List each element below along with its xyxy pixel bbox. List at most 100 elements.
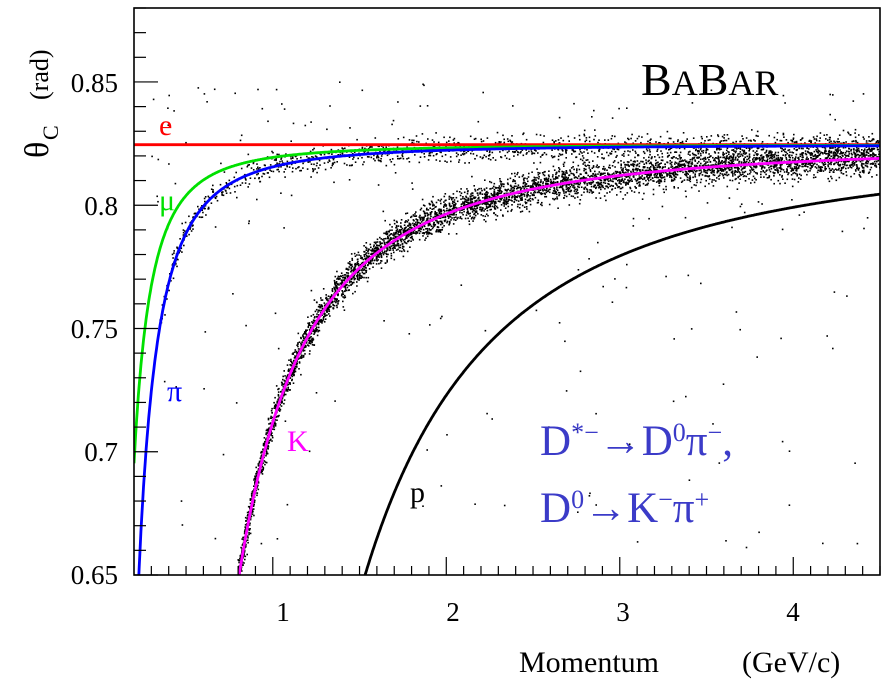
scatter-point [654, 176, 656, 178]
scatter-point [656, 173, 659, 175]
scatter-point [562, 180, 564, 183]
scatter-point [509, 184, 512, 187]
scatter-point [584, 172, 587, 174]
scatter-point [247, 535, 249, 537]
scatter-point [659, 180, 662, 183]
scatter-point [580, 186, 583, 188]
scatter-point [253, 479, 255, 481]
scatter-point [616, 194, 618, 196]
scatter-point [633, 160, 636, 162]
scatter-point [766, 158, 769, 160]
scatter-point [607, 173, 609, 175]
scatter-point [562, 188, 564, 190]
scatter-point [295, 350, 298, 353]
scatter-point [372, 262, 375, 265]
scatter-point [426, 227, 429, 230]
scatter-point [870, 154, 873, 156]
scatter-point [759, 164, 761, 167]
scatter-point [797, 166, 800, 168]
scatter-point [618, 171, 621, 173]
scatter-point [325, 299, 328, 301]
scatter-point [683, 179, 686, 181]
scatter-point [638, 165, 641, 168]
scatter-point [756, 150, 758, 152]
scatter-point [337, 277, 339, 280]
scatter-point [695, 170, 697, 173]
scatter-point [650, 162, 653, 165]
scatter-point [700, 154, 702, 157]
scatter-point [769, 160, 772, 162]
scatter-point [791, 157, 794, 159]
scatter-point [704, 156, 707, 159]
scatter-point [350, 270, 353, 272]
scatter-point [558, 175, 560, 177]
scatter-point [752, 168, 755, 171]
scatter-point [681, 180, 684, 182]
scatter-point [446, 220, 449, 223]
scatter-point [270, 415, 272, 418]
scatter-point [668, 172, 671, 175]
scatter-point [612, 178, 614, 180]
scatter-point [533, 178, 536, 181]
scatter-point [512, 189, 514, 191]
scatter-point [857, 169, 860, 171]
scatter-point [470, 208, 472, 211]
scatter-point [542, 173, 545, 176]
scatter-point [570, 189, 573, 192]
scatter-point [257, 484, 259, 487]
scatter-point [343, 294, 346, 297]
scatter-point [647, 182, 649, 185]
scatter-point [727, 161, 730, 163]
scatter-point [286, 364, 289, 366]
scatter-point [599, 186, 602, 189]
scatter-point [470, 206, 472, 208]
scatter-point [752, 160, 754, 162]
scatter-point [513, 187, 516, 190]
scatter-point [279, 403, 281, 406]
scatter-point [386, 230, 388, 233]
scatter-point [784, 154, 787, 156]
scatter-point [671, 167, 674, 170]
scatter-point [268, 423, 270, 425]
scatter-point [354, 265, 357, 267]
scatter-point [540, 193, 543, 196]
scatter-point [674, 163, 676, 165]
scatter-point [719, 172, 722, 175]
scatter-point [565, 179, 567, 182]
scatter-point [628, 164, 630, 167]
scatter-point [312, 337, 314, 340]
scatter-point [626, 192, 629, 194]
scatter-point [572, 161, 575, 164]
scatter-point [734, 167, 736, 169]
scatter-point [696, 181, 698, 184]
scatter-point [728, 168, 731, 171]
scatter-point [864, 148, 866, 150]
scatter-point [386, 259, 388, 261]
scatter-point [361, 271, 364, 274]
scatter-point [337, 303, 339, 305]
scatter-point [805, 162, 808, 164]
scatter-point [725, 156, 728, 158]
scatter-point [481, 207, 484, 209]
scatter-point [527, 176, 530, 178]
scatter-point [539, 181, 542, 184]
scatter-point [316, 329, 319, 331]
scatter-point [579, 158, 582, 161]
scatter-point [428, 232, 431, 235]
scatter-point [728, 157, 730, 159]
scatter-point [372, 248, 374, 251]
scatter-point [317, 330, 319, 333]
scatter-point [363, 266, 366, 268]
scatter-point [356, 281, 358, 283]
scatter-point [636, 160, 639, 162]
scatter-point [271, 435, 274, 437]
scatter-point [703, 157, 705, 160]
scatter-point [433, 204, 435, 206]
scatter-point [296, 352, 298, 354]
scatter-point [578, 168, 581, 171]
scatter-point [775, 169, 777, 171]
scatter-point [530, 186, 532, 189]
scatter-point [273, 428, 276, 431]
scatter-point [446, 207, 448, 210]
scatter-point [299, 357, 302, 359]
